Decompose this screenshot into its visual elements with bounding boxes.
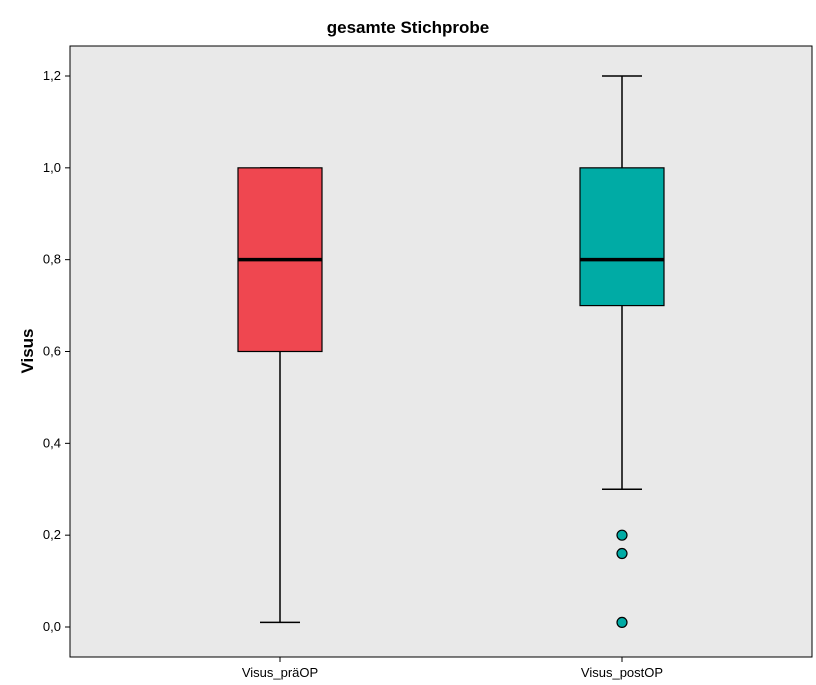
y-tick-label: 0,8 bbox=[43, 252, 61, 267]
iqr-box bbox=[579, 167, 665, 307]
x-axis: Visus_präOP Visus_postOP bbox=[242, 657, 663, 680]
y-tick-label: 1,2 bbox=[43, 68, 61, 83]
x-tick-label: Visus_postOP bbox=[581, 665, 663, 680]
outlier-point bbox=[616, 547, 628, 560]
y-axis: 0,0 0,2 0,4 0,6 0,8 1,0 1,2 bbox=[43, 68, 70, 634]
chart-title: gesamte Stichprobe bbox=[327, 18, 490, 37]
plot-area bbox=[69, 45, 813, 658]
outlier-point bbox=[616, 529, 628, 541]
boxes bbox=[237, 75, 665, 629]
y-tick-label: 0,6 bbox=[43, 344, 61, 359]
y-axis-label: Visus bbox=[18, 328, 37, 373]
x-tick-label: Visus_präOP bbox=[242, 665, 318, 680]
outlier-point bbox=[616, 616, 628, 629]
y-tick-label: 0,0 bbox=[43, 619, 61, 634]
y-tick-label: 0,4 bbox=[43, 435, 61, 450]
box-post-op bbox=[579, 75, 665, 629]
y-tick-label: 0,2 bbox=[43, 527, 61, 542]
y-tick-label: 1,0 bbox=[43, 160, 61, 175]
box-pre-op bbox=[237, 167, 323, 624]
